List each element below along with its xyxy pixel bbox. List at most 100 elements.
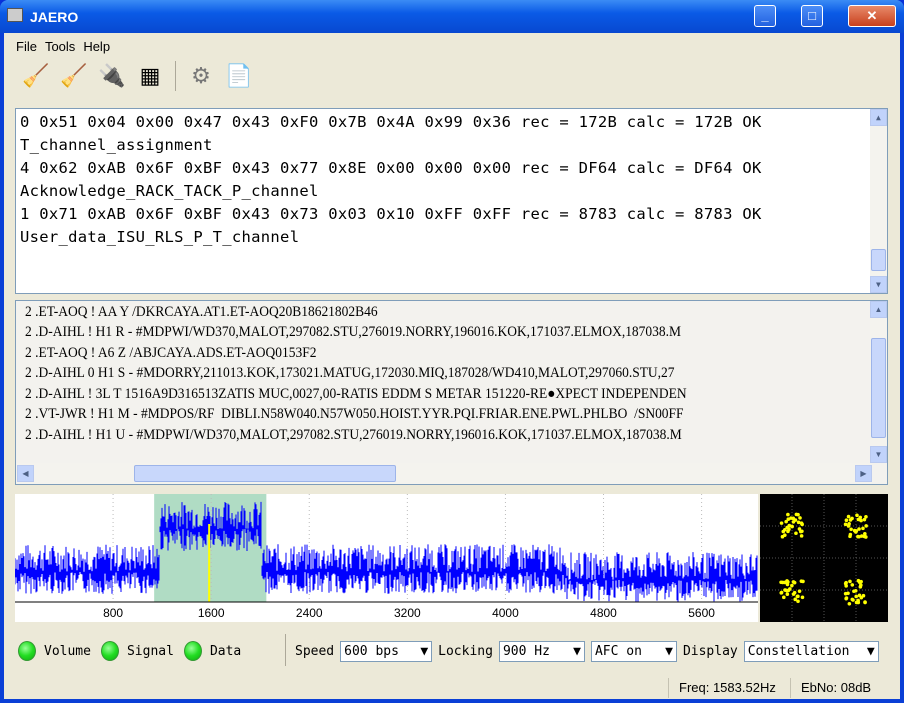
constellation-point — [779, 591, 784, 595]
constellation-point — [785, 582, 790, 587]
constellation-point — [857, 527, 861, 531]
constellation-point — [846, 591, 850, 596]
constellation-point — [848, 579, 852, 584]
constellation-point — [796, 512, 800, 517]
constellation-point — [863, 600, 867, 604]
window-title: JAERO — [30, 9, 79, 25]
x-tick-label: 5600 — [688, 606, 715, 620]
constellation-point — [854, 530, 858, 534]
display-select[interactable]: Constellation ▼ — [743, 640, 879, 662]
constellation-point — [864, 524, 868, 528]
log-file-icon[interactable]: 📄 — [225, 63, 253, 88]
display-label: Display — [682, 643, 738, 659]
scroll-up-button[interactable]: ▲ — [870, 109, 887, 126]
title-bar[interactable]: JAERO _ □ ✕ — [0, 0, 904, 33]
constellation-point — [783, 588, 787, 592]
constellation-point — [791, 520, 796, 524]
message-row: 2 .VT-JWR ! H1 M - #MDPOS/RF DIBLI.N58W0… — [25, 406, 684, 422]
menu-help[interactable]: Help — [83, 39, 111, 54]
message-row: 2 .D-AIHL ! H1 U - #MDPWI/WD370,MALOT,29… — [25, 427, 682, 443]
decoder-output-text[interactable]: 0 0x51 0x04 0x00 0x47 0x43 0xF0 0x7B 0x4… — [15, 108, 888, 294]
scroll-right-button[interactable]: ▶ — [855, 465, 872, 482]
signal-label: Signal — [126, 643, 174, 659]
constellation-point — [862, 534, 867, 539]
constellation-point — [854, 600, 859, 605]
constellation-point — [862, 517, 867, 522]
decoder-output-viewport: 0 0x51 0x04 0x00 0x47 0x43 0xF0 0x7B 0x4… — [16, 109, 870, 293]
data-led-icon — [183, 641, 202, 661]
scroll-left-button[interactable]: ◀ — [17, 465, 34, 482]
dropdown-arrow-icon: ▼ — [420, 643, 429, 659]
spectrum-display[interactable]: 800 1600 2400 3200 4000 4800 5600 — [14, 494, 758, 622]
app-icon — [7, 8, 23, 22]
x-tick-label: 1600 — [198, 606, 225, 620]
horizontal-scrollbar[interactable]: ◀ ▶ — [16, 463, 872, 484]
dropdown-arrow-icon: ▼ — [665, 643, 673, 659]
acars-message-list[interactable]: 2 .ET-AOQ ! AA Y /DKRCAYA.AT1.ET-AOQ20B1… — [15, 300, 888, 485]
constellation-point — [790, 524, 794, 529]
constellation-point — [779, 580, 783, 585]
message-row: 2 .D-AIHL ! 3L T 1516A9D316513ZATIS MUC,… — [25, 386, 687, 402]
vertical-scrollbar[interactable]: ▲ ▼ — [870, 301, 887, 463]
constellation-point — [859, 518, 863, 523]
menu-bar: File Tools Help — [12, 36, 114, 57]
spectrum-trace — [14, 501, 758, 602]
minimize-button[interactable]: _ — [754, 5, 776, 27]
scroll-thumb[interactable] — [871, 338, 886, 438]
constellation-point — [796, 594, 800, 599]
connector-icon[interactable]: 🔌 — [98, 63, 126, 88]
constellation-point — [857, 580, 862, 585]
constellation-point — [783, 527, 787, 532]
vertical-scrollbar[interactable]: ▲ ▼ — [870, 109, 887, 293]
locking-label: Locking — [438, 643, 493, 659]
scroll-thumb[interactable] — [134, 465, 396, 482]
message-list-viewport: 2 .ET-AOQ ! AA Y /DKRCAYA.AT1.ET-AOQ20B1… — [16, 301, 870, 461]
afc-select[interactable]: AFC on ▼ — [590, 640, 677, 662]
ebno-status: EbNo: 08dB — [790, 678, 871, 698]
binary-icon[interactable]: ▦ — [139, 63, 161, 88]
constellation-point — [790, 583, 794, 588]
message-row: 2 .ET-AOQ ! A6 Z /ABJCAYA.ADS.ET-AOQ0153… — [25, 345, 317, 361]
constellation-point — [858, 585, 863, 589]
constellation-point — [859, 595, 864, 600]
scroll-down-button[interactable]: ▼ — [870, 276, 887, 293]
afc-value: AFC on — [594, 643, 642, 659]
constellation-point — [786, 588, 791, 593]
clear-top-broom-icon[interactable]: 🧹 — [22, 63, 50, 88]
constellation-point — [791, 580, 796, 584]
indicators: Volume Signal Data — [18, 640, 241, 662]
x-tick-label: 3200 — [394, 606, 421, 620]
constellation-point — [850, 583, 855, 587]
constellation-point — [785, 525, 789, 530]
x-tick-label: 4800 — [590, 606, 617, 620]
constellation-point — [797, 589, 802, 593]
constellation-point — [861, 526, 865, 531]
close-button[interactable]: ✕ — [848, 5, 896, 27]
output-line: T_channel_assignment — [20, 136, 213, 154]
volume-label: Volume — [44, 643, 91, 659]
scroll-up-button[interactable]: ▲ — [870, 301, 887, 318]
menu-tools[interactable]: Tools — [44, 39, 76, 54]
frequency-status: Freq: 1583.52Hz — [668, 678, 776, 698]
scroll-down-button[interactable]: ▼ — [870, 446, 887, 463]
constellation-display — [760, 494, 888, 622]
constellation-point — [848, 532, 853, 537]
output-line: Acknowledge_RACK_TACK_P_channel — [20, 182, 319, 200]
maximize-button[interactable]: □ — [801, 5, 823, 27]
locking-select[interactable]: 900 Hz ▼ — [498, 640, 585, 662]
x-tick-label: 4000 — [492, 606, 519, 620]
speed-select[interactable]: 600 bps ▼ — [340, 640, 433, 662]
locking-value: 900 Hz — [502, 643, 550, 659]
display-value: Constellation — [747, 643, 850, 659]
clear-bottom-broom-icon[interactable]: 🧹 — [60, 63, 88, 88]
constellation-point — [847, 521, 851, 526]
gear-icon[interactable]: ⚙ — [191, 63, 211, 88]
constellation-point — [854, 594, 858, 599]
message-row: 2 .D-AIHL ! H1 R - #MDPWI/WD370,MALOT,29… — [25, 324, 682, 340]
constellation-point — [853, 588, 858, 593]
scroll-thumb[interactable] — [871, 249, 886, 271]
menu-file[interactable]: File — [16, 39, 37, 54]
signal-led-icon — [100, 641, 119, 661]
constellation-point — [796, 520, 801, 525]
constellation-point — [844, 584, 848, 588]
